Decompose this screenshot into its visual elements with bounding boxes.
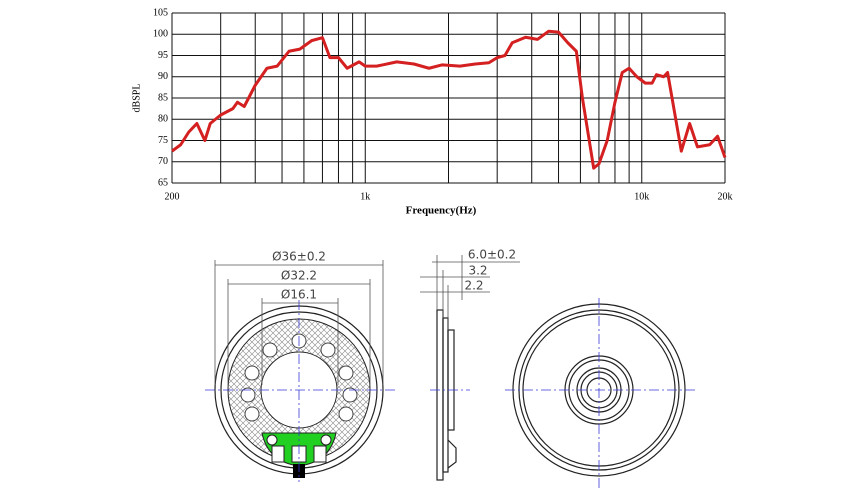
x-axis-label: Frequency(Hz) (406, 205, 477, 217)
chart: 65 70 75 80 85 90 95 100 105 200 1k 10k 20k (153, 7, 733, 202)
y-tick-label: 70 (158, 156, 168, 167)
front-view: Ø36±0.2 Ø32.2 Ø16.1 (205, 250, 395, 482)
line-series (171, 29, 727, 170)
x-tick-label: 1k (360, 191, 370, 202)
y-tick-label: 80 (158, 114, 168, 125)
y-tick-label: 100 (153, 29, 168, 40)
y-tick-label: 85 (158, 92, 168, 103)
x-tick-label: 20k (718, 191, 733, 202)
x-tick-label: 200 (165, 191, 180, 202)
y-tick-label: 65 (158, 177, 168, 188)
dimension-label: 2.2 (464, 279, 483, 293)
dimension-label: Ø36±0.2 (272, 250, 326, 264)
dimension-label: 6.0±0.2 (468, 248, 516, 262)
y-axis-label: dBSPL (131, 84, 142, 113)
x-tick-label: 10k (634, 191, 649, 202)
y-tick-label: 90 (158, 71, 168, 82)
y-tick-label: 75 (158, 135, 168, 146)
back-view (505, 298, 695, 488)
dimension-label: 3.2 (468, 264, 487, 278)
y-tick-label: 95 (158, 50, 168, 61)
dimension-label: Ø16.1 (281, 288, 317, 302)
side-view: 6.0±0.2 3.2 2.2 (420, 248, 520, 481)
dimension-label: Ø32.2 (281, 269, 317, 283)
y-tick-label: 105 (153, 7, 168, 18)
